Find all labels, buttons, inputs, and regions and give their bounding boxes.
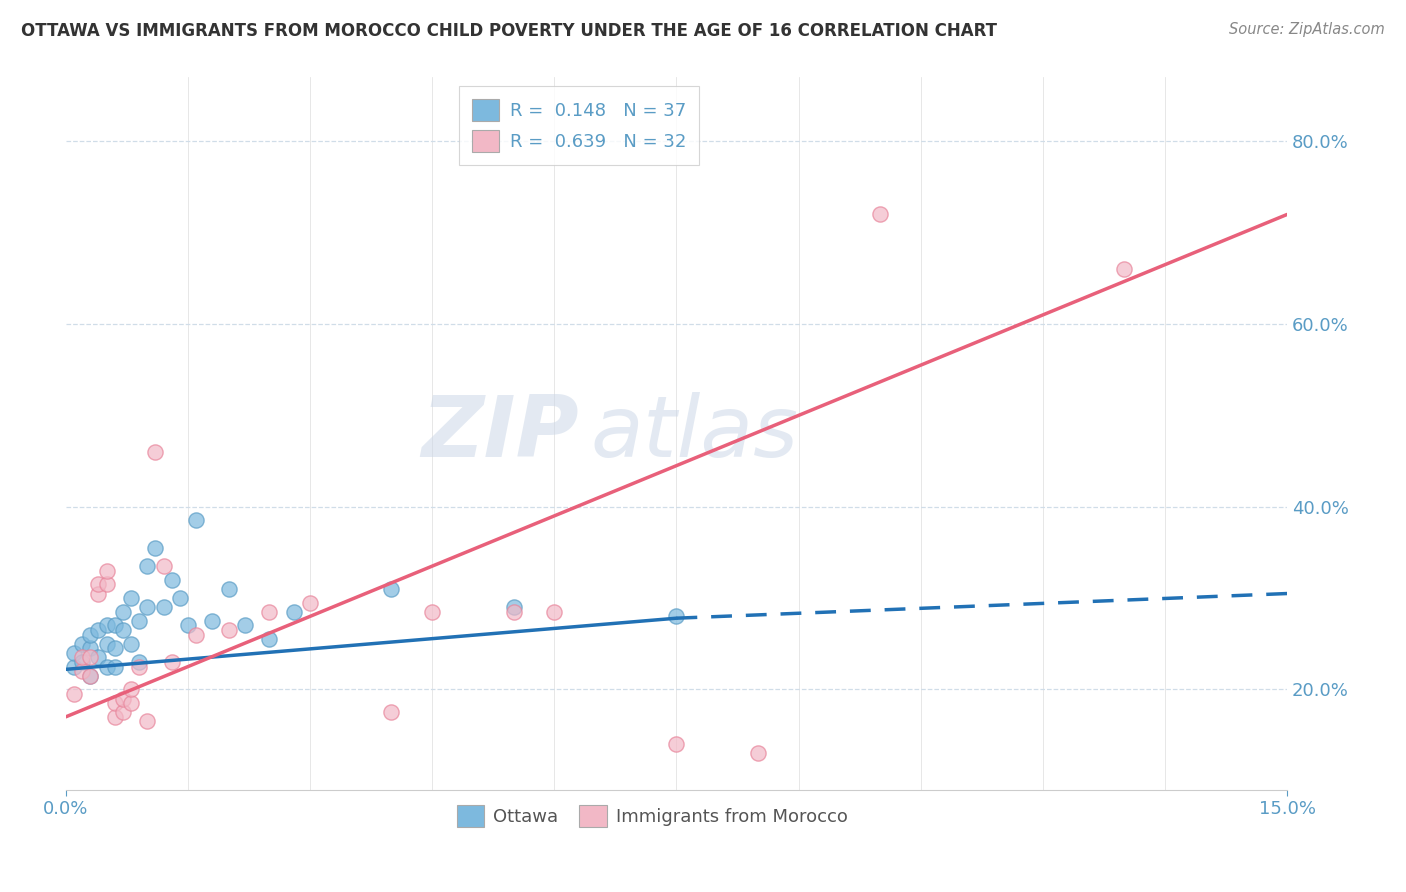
Point xyxy=(87,577,110,591)
Point xyxy=(79,669,101,683)
Point xyxy=(502,605,524,619)
Point xyxy=(218,623,240,637)
Point xyxy=(184,627,207,641)
Point xyxy=(120,637,142,651)
Point xyxy=(96,637,118,651)
Point xyxy=(145,541,167,555)
Point xyxy=(87,650,110,665)
Legend: Ottawa, Immigrants from Morocco: Ottawa, Immigrants from Morocco xyxy=(450,797,855,834)
Point xyxy=(184,513,207,527)
Point xyxy=(380,706,402,720)
Point xyxy=(259,605,281,619)
Point xyxy=(259,632,281,647)
Text: atlas: atlas xyxy=(591,392,799,475)
Point xyxy=(128,659,150,673)
Point xyxy=(96,618,118,632)
Point xyxy=(120,591,142,606)
Point xyxy=(79,669,101,683)
Point xyxy=(79,627,101,641)
Point xyxy=(169,591,191,606)
Point xyxy=(160,655,183,669)
Point xyxy=(87,623,110,637)
Point xyxy=(63,687,86,701)
Point xyxy=(87,586,110,600)
Point xyxy=(136,600,159,615)
Point xyxy=(70,664,93,678)
Point xyxy=(420,605,443,619)
Point xyxy=(136,559,159,574)
Point xyxy=(96,577,118,591)
Point xyxy=(128,614,150,628)
Point xyxy=(152,600,174,615)
Point xyxy=(111,691,134,706)
Point xyxy=(104,696,127,710)
Point xyxy=(283,605,305,619)
Point xyxy=(380,582,402,596)
Point xyxy=(152,559,174,574)
Point xyxy=(299,596,322,610)
Point xyxy=(1114,262,1136,277)
Point xyxy=(79,650,101,665)
Point xyxy=(70,650,93,665)
Point xyxy=(869,207,891,221)
Point xyxy=(104,659,127,673)
Point xyxy=(63,659,86,673)
Point xyxy=(104,641,127,656)
Point xyxy=(177,618,200,632)
Point xyxy=(218,582,240,596)
Point xyxy=(111,623,134,637)
Point xyxy=(70,655,93,669)
Point xyxy=(111,605,134,619)
Point xyxy=(79,641,101,656)
Point xyxy=(665,737,688,751)
Point xyxy=(96,659,118,673)
Point xyxy=(128,655,150,669)
Point xyxy=(104,618,127,632)
Point xyxy=(145,445,167,459)
Point xyxy=(120,682,142,697)
Point xyxy=(747,747,769,761)
Point xyxy=(201,614,224,628)
Point xyxy=(543,605,565,619)
Point xyxy=(63,646,86,660)
Point xyxy=(136,714,159,729)
Point xyxy=(70,637,93,651)
Point xyxy=(111,706,134,720)
Point xyxy=(120,696,142,710)
Point xyxy=(233,618,256,632)
Point xyxy=(665,609,688,624)
Text: ZIP: ZIP xyxy=(422,392,579,475)
Text: OTTAWA VS IMMIGRANTS FROM MOROCCO CHILD POVERTY UNDER THE AGE OF 16 CORRELATION : OTTAWA VS IMMIGRANTS FROM MOROCCO CHILD … xyxy=(21,22,997,40)
Point xyxy=(160,573,183,587)
Point xyxy=(502,600,524,615)
Text: Source: ZipAtlas.com: Source: ZipAtlas.com xyxy=(1229,22,1385,37)
Point xyxy=(96,564,118,578)
Point xyxy=(104,710,127,724)
